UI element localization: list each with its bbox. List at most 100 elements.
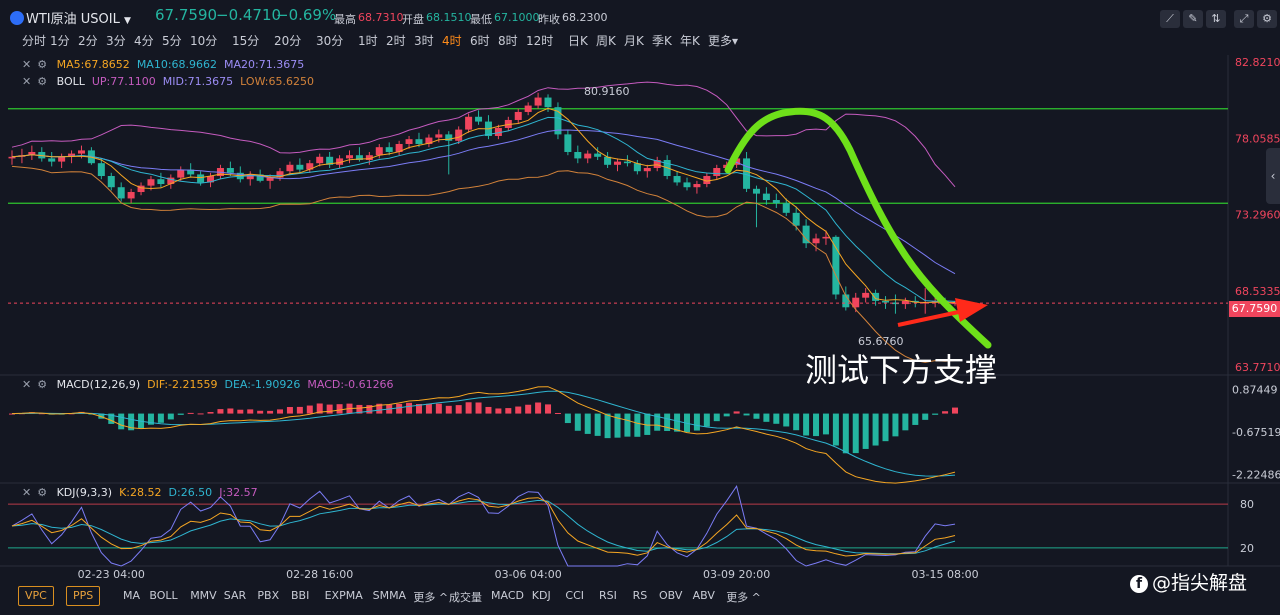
candle-body <box>345 155 353 159</box>
collapse-panel-icon[interactable]: ‹ <box>1266 148 1280 204</box>
macd-hist-bar <box>594 413 601 436</box>
macd-hist-bar <box>862 413 869 449</box>
timeframe-1[interactable]: 1分 <box>50 34 70 48</box>
main-indicator-5[interactable]: BBI <box>291 589 310 602</box>
timeframe-14[interactable]: 6时 <box>470 34 490 48</box>
candle-body <box>48 158 56 162</box>
close-icon[interactable]: ✕ <box>22 378 32 391</box>
ma5-line <box>11 107 956 304</box>
timeframe-12[interactable]: 3时 <box>414 34 434 48</box>
timeframe-11[interactable]: 2时 <box>386 34 406 48</box>
price-axis-label: 82.8210 <box>1235 56 1280 69</box>
header-bar: WTI原油 USOIL ▼ 67.7590 −0.4710 −0.69% 最高 … <box>0 0 1280 32</box>
sub-indicator-8[interactable]: 更多 ^ <box>726 591 761 604</box>
timeframe-13[interactable]: 4时 <box>442 34 462 48</box>
macd-hist-bar <box>892 413 899 437</box>
timeframe-19[interactable]: 月K <box>624 34 644 48</box>
candle-body <box>564 134 572 152</box>
symbol-selector[interactable]: WTI原油 USOIL ▼ <box>10 8 131 27</box>
candle-body <box>524 105 532 112</box>
sub-indicator-6[interactable]: OBV <box>659 589 683 602</box>
macd-dea-line <box>11 390 956 477</box>
timeframe-15[interactable]: 8时 <box>498 34 518 48</box>
facebook-icon: f <box>1130 575 1148 593</box>
main-indicator-0[interactable]: MA <box>123 589 141 602</box>
candle-body <box>266 177 274 181</box>
candle-body <box>415 139 423 144</box>
candle-body <box>465 116 473 130</box>
low-label: 最低 <box>470 13 492 26</box>
macd-hist-bar <box>9 413 15 415</box>
close-icon[interactable]: ✕ <box>22 75 32 88</box>
candle-body <box>97 163 105 177</box>
sub-indicator-1[interactable]: MACD <box>491 589 524 602</box>
main-indicator-7[interactable]: SMMA <box>372 589 407 602</box>
main-indicator-2[interactable]: MMV <box>190 589 217 602</box>
macd-hist-bar <box>564 413 571 424</box>
macd-hist-bar <box>832 413 839 446</box>
timeframe-7[interactable]: 15分 <box>232 34 260 48</box>
preset-pps-button[interactable]: PPS <box>66 586 101 606</box>
timeframe-16[interactable]: 12时 <box>526 34 554 48</box>
timeframe-4[interactable]: 4分 <box>134 34 154 48</box>
sub-indicator-4[interactable]: RSI <box>599 589 617 602</box>
open-value: 68.1510 <box>426 11 472 24</box>
timeframe-21[interactable]: 年K <box>680 34 700 48</box>
macd-hist-bar <box>455 405 462 414</box>
compare-icon[interactable]: ⇅ <box>1206 10 1226 28</box>
timeframe-bar: 分时 1分 2分 3分 4分 5分 10分 15分 20分 30分 1时 2时 3时 4时 6时 8时 12时日… <box>0 32 1280 52</box>
candle-body <box>336 158 344 165</box>
candle-body <box>852 297 860 308</box>
candle-body <box>395 143 403 152</box>
gear-icon[interactable]: ⚙ <box>37 486 48 499</box>
main-indicator-6[interactable]: EXPMA <box>324 589 363 602</box>
close-icon[interactable]: ✕ <box>22 58 32 71</box>
main-indicator-4[interactable]: PBX <box>257 589 280 602</box>
settings-icon[interactable]: ⚙ <box>1257 10 1277 28</box>
timeframe-0[interactable]: 分时 <box>22 34 47 48</box>
timeframe-20[interactable]: 季K <box>652 34 672 48</box>
macd-hist-bar <box>664 413 671 431</box>
candle-body <box>355 155 363 161</box>
preset-vpc-button[interactable]: VPC <box>18 586 54 606</box>
timeframe-6[interactable]: 10分 <box>190 34 218 48</box>
gear-icon[interactable]: ⚙ <box>37 58 48 71</box>
watermark: f @指尖解盘 <box>1130 568 1247 595</box>
draw-tool-icon[interactable]: ⟋ <box>1160 10 1180 28</box>
close-icon[interactable]: ✕ <box>22 486 32 499</box>
candle-body <box>445 134 453 141</box>
timeframe-10[interactable]: 1时 <box>358 34 378 48</box>
pencil-icon[interactable]: ✎ <box>1183 10 1203 28</box>
timeframe-22[interactable]: 更多▾ <box>708 34 739 48</box>
timeframe-5[interactable]: 5分 <box>162 34 182 48</box>
timeframe-18[interactable]: 周K <box>596 34 616 48</box>
timeframe-9[interactable]: 30分 <box>316 34 344 48</box>
macd-hist-bar <box>495 408 502 414</box>
sub-indicator-3[interactable]: CCI <box>565 589 584 602</box>
macd-hist-bar <box>326 404 333 414</box>
high-label: 最高 <box>334 13 356 26</box>
candle-body <box>782 203 790 213</box>
gear-icon[interactable]: ⚙ <box>37 378 48 391</box>
sub-indicator-5[interactable]: RS <box>632 589 648 602</box>
sub-indicator-7[interactable]: ABV <box>692 589 715 602</box>
timeframe-3[interactable]: 3分 <box>106 34 126 48</box>
x-axis-tick-label: 03-15 08:00 <box>911 568 978 581</box>
ma20-line <box>11 129 956 275</box>
timeframe-2[interactable]: 2分 <box>78 34 98 48</box>
fullscreen-icon[interactable]: ⤢ <box>1234 10 1254 28</box>
price-axis-label: 78.0585 <box>1235 132 1280 145</box>
ma5-value: MA5:67.8652 <box>56 58 130 71</box>
sub-indicator-0[interactable]: 成交量 <box>449 591 482 604</box>
main-indicator-1[interactable]: BOLL <box>149 589 178 602</box>
sub-indicator-2[interactable]: KDJ <box>531 589 551 602</box>
timeframe-8[interactable]: 20分 <box>274 34 302 48</box>
main-indicator-3[interactable]: SAR <box>223 589 247 602</box>
candle-body <box>832 236 840 295</box>
macd-hist-bar <box>614 413 621 438</box>
main-indicator-8[interactable]: 更多 ^ <box>413 591 449 604</box>
gear-icon[interactable]: ⚙ <box>37 75 48 88</box>
timeframe-17[interactable]: 日K <box>568 34 588 48</box>
candle-body <box>504 119 512 128</box>
